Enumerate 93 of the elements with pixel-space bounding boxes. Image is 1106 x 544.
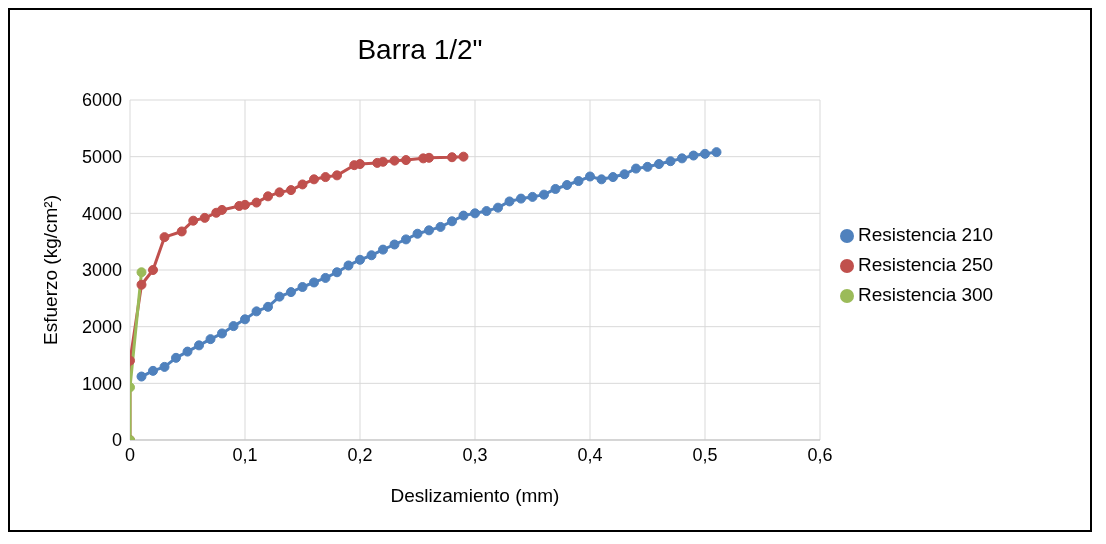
point [199, 212, 210, 223]
point [401, 234, 411, 245]
y-tick-label: 1000 [81, 373, 122, 394]
point [136, 371, 147, 382]
point [389, 239, 400, 250]
point [176, 226, 187, 237]
chart-title: Barra 1/2" [356, 34, 484, 66]
x-axis-title: Deslizamiento (mm) [390, 485, 560, 506]
point [366, 250, 377, 261]
point [320, 272, 331, 283]
point [297, 282, 308, 292]
point [240, 314, 250, 325]
point [458, 210, 469, 221]
point [378, 244, 388, 255]
point [320, 172, 331, 183]
point [654, 159, 664, 170]
point [274, 291, 285, 302]
point [378, 156, 388, 167]
point [481, 206, 492, 217]
point [286, 287, 296, 298]
point [458, 151, 469, 162]
point [447, 216, 457, 227]
x-tick-label: 0,1 [232, 444, 258, 465]
y-tick-label: 0 [111, 430, 122, 451]
point [274, 187, 285, 198]
point [631, 163, 641, 174]
point [573, 176, 584, 187]
x-tick-label: 0 [124, 444, 136, 465]
point [527, 191, 538, 202]
point [700, 148, 710, 159]
point [263, 191, 273, 202]
point [596, 174, 607, 185]
point [309, 174, 319, 185]
point [148, 265, 158, 275]
point [585, 171, 595, 182]
point [332, 170, 342, 181]
point [711, 147, 722, 158]
point [493, 202, 503, 213]
point [251, 197, 262, 208]
y-tick-label: 3000 [81, 260, 122, 281]
point [205, 334, 216, 345]
x-tick-label: 0,6 [807, 444, 833, 465]
point [240, 199, 250, 210]
point [447, 152, 457, 163]
point [286, 185, 296, 196]
legend-label: Resistencia 300 [858, 284, 994, 305]
point [159, 232, 170, 243]
x-tick-label: 0,2 [347, 444, 373, 465]
point [171, 352, 181, 363]
point [251, 306, 262, 317]
y-axis-title: Esfuerzo (kg/cm²) [39, 195, 61, 345]
x-tick-label: 0,5 [692, 444, 718, 465]
point [182, 346, 193, 357]
point [688, 150, 699, 161]
x-tick-label: 0,3 [462, 444, 488, 465]
point [608, 172, 618, 183]
point [159, 361, 170, 372]
point [217, 328, 227, 339]
point [217, 204, 227, 215]
point [619, 169, 630, 180]
point [539, 189, 549, 200]
y-tick-label: 6000 [81, 90, 122, 111]
point [401, 155, 411, 166]
x-tick-label: 0,4 [577, 444, 603, 465]
y-tick-label: 2000 [81, 317, 122, 338]
point [136, 279, 147, 290]
point [516, 193, 526, 204]
point [435, 221, 446, 232]
point [389, 155, 400, 166]
point [504, 196, 515, 207]
point [343, 260, 354, 271]
point [562, 180, 572, 190]
point [412, 228, 423, 239]
point [355, 159, 365, 170]
point [677, 153, 687, 164]
point [642, 161, 653, 172]
point [188, 215, 199, 226]
point [665, 156, 676, 167]
point [263, 301, 273, 312]
point [424, 225, 434, 236]
point [309, 277, 319, 288]
point [332, 267, 342, 278]
legend-label: Resistencia 250 [858, 254, 994, 275]
point [194, 340, 204, 351]
point [550, 183, 561, 194]
legend-label: Resistencia 210 [858, 224, 994, 245]
point [228, 321, 239, 332]
point [297, 179, 308, 190]
point [355, 254, 365, 265]
y-tick-label: 5000 [81, 147, 122, 168]
point [470, 208, 480, 219]
point [148, 365, 158, 376]
y-tick-label: 4000 [81, 203, 122, 224]
